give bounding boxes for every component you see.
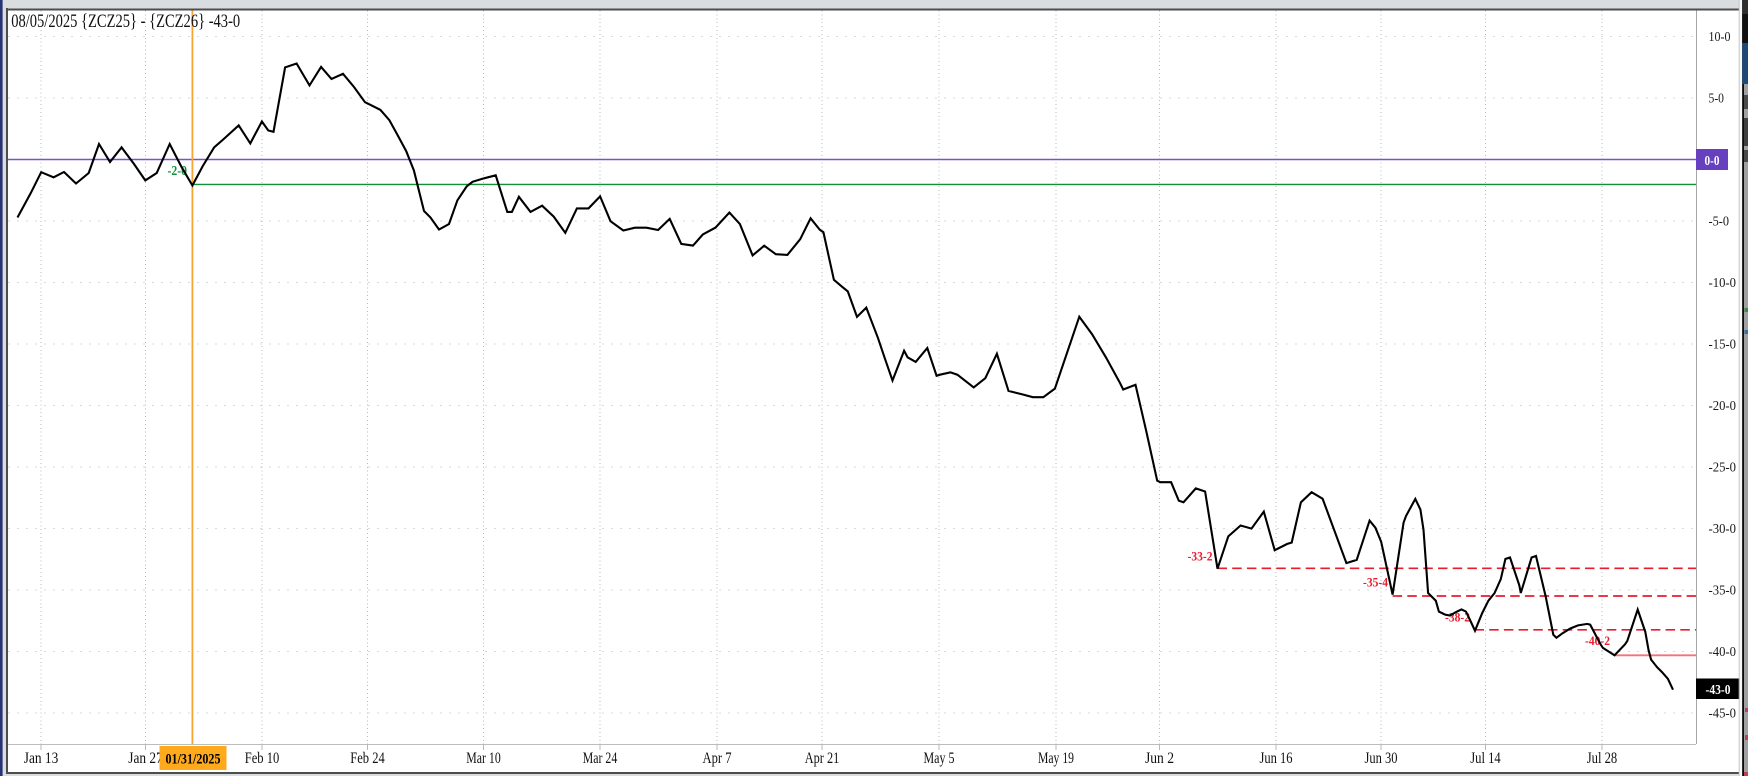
svg-text:-10-0: -10-0: [1709, 275, 1737, 290]
svg-text:Feb 10: Feb 10: [245, 750, 280, 767]
svg-text:-33-2: -33-2: [1188, 549, 1213, 564]
svg-text:Jun 2: Jun 2: [1145, 750, 1174, 767]
svg-text:Jul 14: Jul 14: [1470, 750, 1501, 767]
svg-text:Feb 24: Feb 24: [350, 750, 385, 767]
svg-text:May 19: May 19: [1038, 750, 1074, 767]
svg-text:-40-0: -40-0: [1709, 644, 1737, 659]
svg-text:-45-0: -45-0: [1709, 706, 1737, 721]
svg-text:Jun 16: Jun 16: [1260, 750, 1293, 767]
svg-text:Jan 13: Jan 13: [24, 750, 59, 767]
svg-text:-38-2: -38-2: [1445, 610, 1470, 625]
svg-text:-30-0: -30-0: [1709, 521, 1737, 536]
svg-text:01/31/2025: 01/31/2025: [166, 752, 221, 768]
svg-text:Jan 27: Jan 27: [128, 750, 163, 767]
svg-text:08/05/2025 {ZCZ25} - {ZCZ26} -: 08/05/2025 {ZCZ25} - {ZCZ26} -43-0: [11, 11, 240, 32]
svg-text:-25-0: -25-0: [1709, 460, 1737, 475]
svg-text:-20-0: -20-0: [1709, 398, 1737, 413]
svg-text:Jun 30: Jun 30: [1365, 750, 1398, 767]
svg-text:-43-0: -43-0: [1706, 682, 1731, 697]
svg-text:Mar 10: Mar 10: [466, 750, 501, 767]
svg-text:May 5: May 5: [924, 750, 955, 767]
svg-text:Apr 21: Apr 21: [805, 750, 840, 767]
svg-text:-15-0: -15-0: [1709, 337, 1737, 352]
svg-text:-5-0: -5-0: [1709, 214, 1730, 229]
svg-text:0-0: 0-0: [1705, 153, 1720, 168]
svg-text:Apr 7: Apr 7: [703, 750, 732, 767]
svg-text:5-0: 5-0: [1709, 91, 1725, 106]
svg-text:-35-4: -35-4: [1363, 575, 1388, 590]
svg-text:-35-0: -35-0: [1709, 583, 1737, 598]
svg-text:10-0: 10-0: [1709, 29, 1731, 44]
svg-text:Jul 28: Jul 28: [1587, 750, 1618, 767]
svg-text:Mar 24: Mar 24: [583, 750, 618, 767]
